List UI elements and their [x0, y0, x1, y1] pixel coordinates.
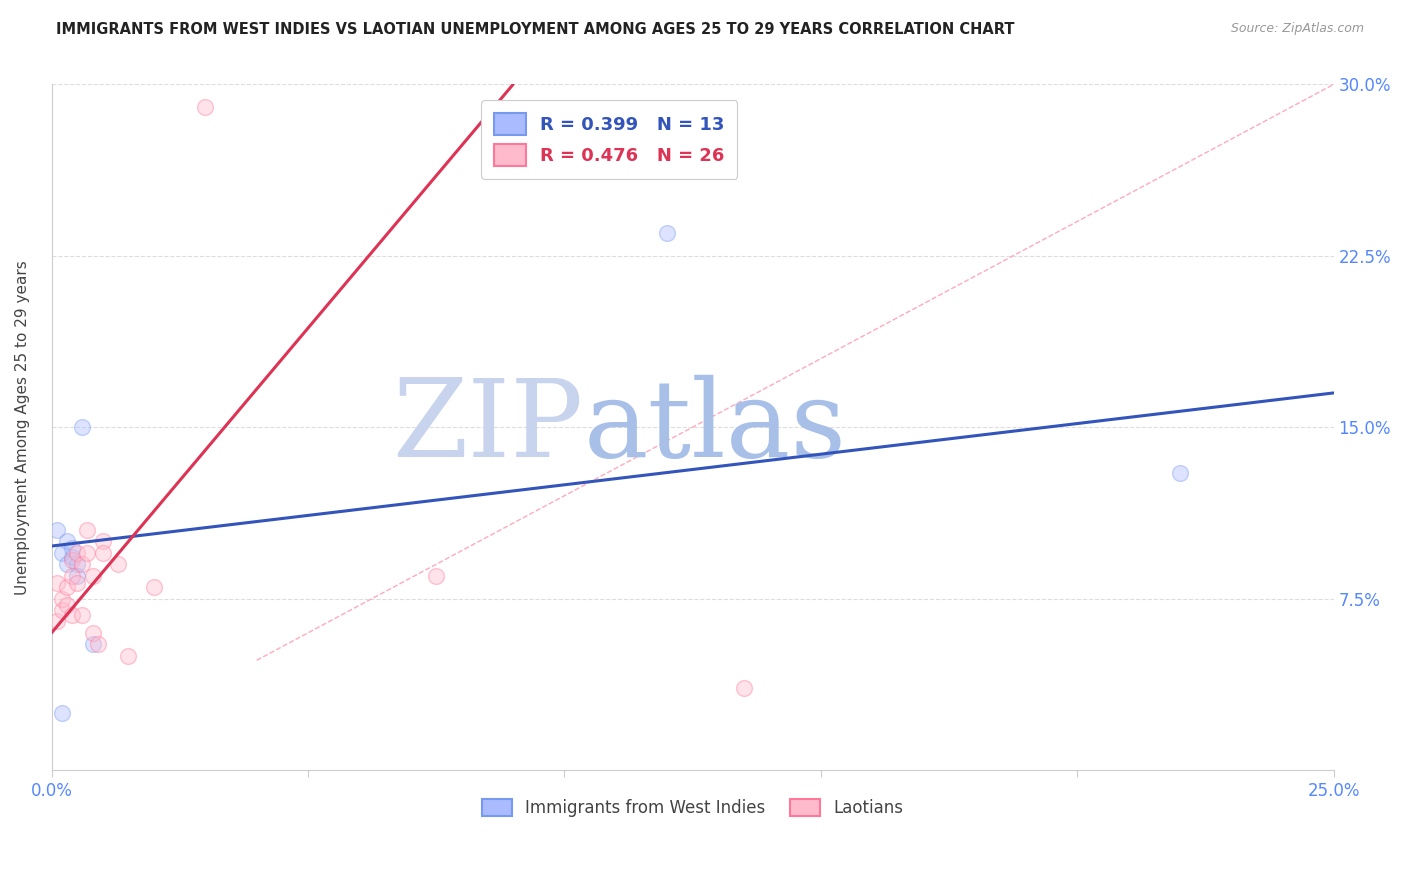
Point: [56, 599, 79, 613]
Point: [60, 541, 83, 556]
Point: [82, 637, 104, 651]
Point: [45, 615, 67, 629]
Text: Source: ZipAtlas.com: Source: ZipAtlas.com: [1230, 22, 1364, 36]
Text: IMMIGRANTS FROM WEST INDIES VS LAOTIAN UNEMPLOYMENT AMONG AGES 25 TO 29 YEARS CO: IMMIGRANTS FROM WEST INDIES VS LAOTIAN U…: [56, 22, 1015, 37]
Point: [655, 226, 678, 240]
Text: ZIP: ZIP: [392, 375, 583, 480]
Point: [51, 603, 73, 617]
Point: [72, 558, 94, 572]
Point: [56, 534, 79, 549]
Point: [56, 558, 79, 572]
Point: [82, 626, 104, 640]
Point: [66, 558, 89, 572]
Point: [107, 558, 129, 572]
Point: [76, 523, 98, 537]
Point: [86, 637, 108, 651]
Point: [60, 553, 83, 567]
Point: [56, 580, 79, 594]
Text: atlas: atlas: [583, 375, 846, 480]
Point: [66, 575, 89, 590]
Point: [72, 607, 94, 622]
Point: [76, 546, 98, 560]
Point: [72, 420, 94, 434]
Point: [45, 523, 67, 537]
Y-axis label: Unemployment Among Ages 25 to 29 years: Unemployment Among Ages 25 to 29 years: [15, 260, 30, 595]
Point: [60, 607, 83, 622]
Point: [66, 568, 89, 582]
Point: [51, 591, 73, 606]
Point: [60, 550, 83, 565]
Point: [45, 575, 67, 590]
Point: [60, 568, 83, 582]
Point: [51, 546, 73, 560]
Point: [143, 580, 166, 594]
Point: [51, 706, 73, 720]
Point: [1168, 466, 1191, 480]
Point: [194, 100, 217, 114]
Point: [66, 546, 89, 560]
Point: [733, 681, 755, 695]
Point: [91, 546, 114, 560]
Point: [91, 534, 114, 549]
Point: [117, 648, 139, 663]
Point: [82, 568, 104, 582]
Point: [425, 568, 447, 582]
Legend: Immigrants from West Indies, Laotians: Immigrants from West Indies, Laotians: [475, 792, 910, 823]
